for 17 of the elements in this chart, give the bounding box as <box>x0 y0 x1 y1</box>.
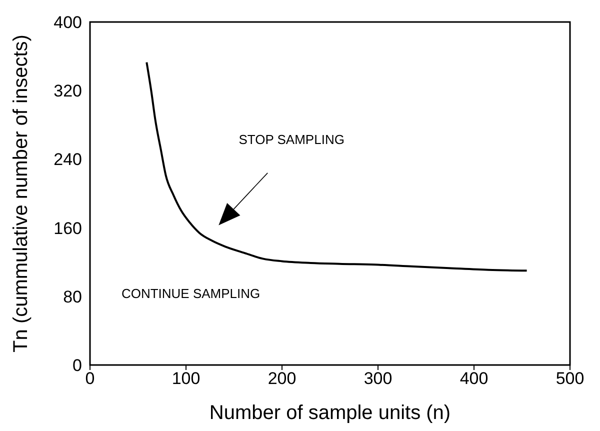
line-series <box>146 61 528 272</box>
x-tick-label: 0 <box>85 369 95 388</box>
y-tick-label: 240 <box>54 150 82 170</box>
y-tick-label: 80 <box>63 287 82 306</box>
y-axis-title: Tn (cummulative number of insects) <box>10 34 32 352</box>
y-tick-label: 0 <box>72 356 82 376</box>
x-axis-title: Number of sample units (n) <box>209 402 451 424</box>
x-tick-label: 400 <box>460 369 488 388</box>
x-tick-label: 200 <box>268 369 296 388</box>
y-tick-label: 160 <box>54 218 82 238</box>
x-tick-label: 300 <box>364 369 392 388</box>
annotation: CONTINUE SAMPLING <box>121 286 260 302</box>
x-tick-label: 100 <box>172 369 200 388</box>
y-tick-label: 400 <box>54 13 82 32</box>
x-tick-label: 500 <box>556 369 584 388</box>
annotation: STOP SAMPLING <box>238 132 344 147</box>
y-tick-label: 320 <box>54 82 82 101</box>
